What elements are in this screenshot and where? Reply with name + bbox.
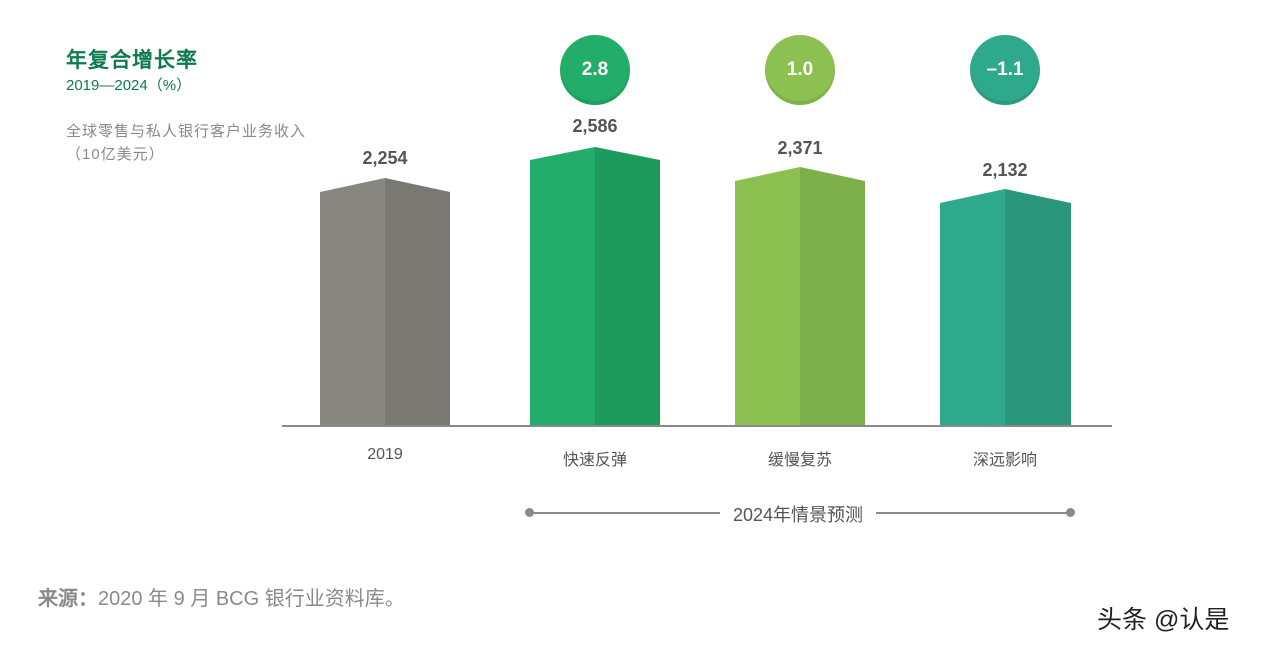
x-axis-label: 2019 [367, 446, 403, 463]
bar-value-label: 2,132 [982, 160, 1028, 180]
bar-deep-impact [940, 189, 1071, 426]
y-axis-label-line2: （10亿美元） [66, 146, 165, 163]
cagr-badge-deep-impact: –1.1 [970, 35, 1040, 105]
cagr-badge-slow-recovery: 1.0 [765, 35, 835, 105]
bar-slow-recovery [735, 167, 865, 426]
source-prefix: 来源： [38, 588, 98, 610]
cagr-value: 1.0 [786, 59, 814, 80]
cagr-value: –1.1 [986, 59, 1024, 80]
source-text: 2020 年 9 月 BCG 银行业资料库。 [98, 588, 405, 610]
source-note: 来源：2020 年 9 月 BCG 银行业资料库。 [38, 582, 405, 611]
x-axis-label: 快速反弹 [562, 452, 627, 469]
y-axis-label: 全球零售与私人银行客户业务收入 （10亿美元） [66, 120, 306, 166]
bar-fast-rebound [530, 147, 660, 426]
bracket-start-dot [525, 508, 534, 517]
chart-title: 年复合增长率 [66, 49, 198, 72]
bracket-end-dot [1066, 508, 1075, 517]
chart-subtitle: 2019—2024（%） [66, 77, 192, 94]
watermark: 头条 @认是 [1097, 606, 1230, 634]
bar-value-label: 2,371 [777, 138, 823, 158]
x-axis-label: 深远影响 [972, 452, 1037, 469]
cagr-value: 2.8 [581, 59, 609, 80]
scenario-group-label: 2024年情景预测 [720, 501, 876, 527]
x-axis-label: 缓慢复苏 [767, 452, 832, 469]
bar-value-label: 2,586 [572, 116, 618, 136]
cagr-badge-fast-rebound: 2.8 [560, 35, 630, 105]
y-axis-label-line1: 全球零售与私人银行客户业务收入 [66, 123, 307, 140]
bar-2019 [320, 178, 450, 426]
x-axis-line [282, 425, 1112, 427]
bar-value-label: 2,254 [362, 148, 408, 168]
